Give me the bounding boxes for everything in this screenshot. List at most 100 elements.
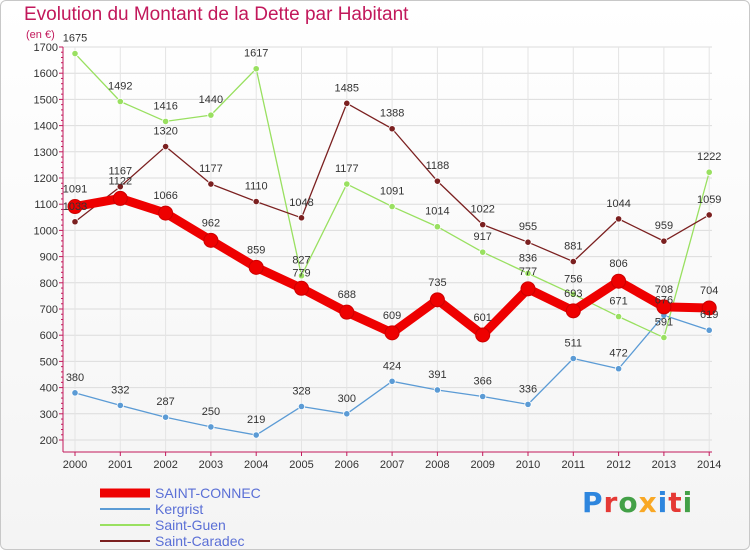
x-tick-label: 2010 (516, 459, 540, 471)
data-label: 735 (428, 277, 446, 289)
data-label: 1091 (63, 184, 87, 196)
y-tick-label: 1500 (34, 94, 58, 106)
data-label: 1388 (380, 108, 404, 120)
data-label: 708 (655, 284, 673, 296)
data-point (614, 215, 623, 223)
data-label: 1022 (470, 204, 494, 216)
data-label: 704 (700, 285, 718, 297)
data-label: 601 (474, 312, 492, 324)
x-tick-label: 2009 (470, 459, 494, 471)
data-label: 287 (156, 396, 174, 408)
data-point (479, 392, 487, 401)
data-point (565, 303, 581, 319)
data-label: 1091 (380, 186, 404, 198)
y-tick-label: 1600 (34, 68, 58, 80)
data-point (162, 142, 170, 151)
data-point (611, 273, 627, 289)
x-tick-label: 2000 (63, 459, 87, 471)
data-label: 300 (338, 393, 356, 405)
legend-label: Saint-Guen (155, 517, 226, 533)
y-tick-label: 200 (40, 435, 58, 447)
data-label: 472 (609, 348, 627, 360)
data-label: 881 (564, 241, 582, 253)
data-label: 1177 (199, 163, 223, 175)
data-label: 1014 (425, 206, 449, 218)
data-point (116, 183, 124, 191)
data-label: 1066 (153, 190, 177, 202)
data-label: 806 (609, 258, 627, 270)
x-tick-label: 2004 (244, 459, 268, 471)
data-labels: 380 332 287 250 219 328 300 424 391 366 336 511 472 6… (63, 33, 722, 426)
axes (59, 46, 712, 456)
proxiti-logo: Proxiti (582, 486, 694, 519)
legend-label: SAINT-CONNEC (155, 485, 261, 501)
data-point (433, 386, 441, 394)
data-point (207, 111, 215, 119)
data-point (71, 218, 79, 226)
data-label: 1167 (108, 166, 132, 178)
data-point (705, 326, 713, 334)
y-unit-label: (en €) (26, 29, 55, 41)
data-label: 688 (338, 289, 356, 301)
x-tick-label: 2013 (652, 459, 676, 471)
x-tick-label: 2003 (199, 459, 223, 471)
data-point (384, 325, 400, 341)
data-label: 962 (202, 217, 220, 229)
data-point (158, 205, 174, 221)
legend-label: Kergrist (155, 501, 203, 517)
x-tick-label: 2008 (425, 459, 449, 471)
data-point (252, 431, 260, 439)
data-label: 1122 (108, 175, 132, 187)
data-label: 1492 (108, 80, 132, 92)
data-point (297, 272, 306, 280)
data-label: 619 (700, 309, 718, 321)
data-label: 591 (655, 317, 673, 329)
data-point (343, 410, 351, 418)
series-points (67, 49, 717, 439)
data-label: 332 (111, 384, 129, 396)
data-label: 391 (428, 369, 446, 381)
data-label: 779 (292, 267, 310, 279)
x-tick-label: 2001 (108, 459, 132, 471)
data-label: 1617 (244, 48, 268, 60)
data-point (614, 312, 623, 321)
x-tick-labels: 2000 2001 2002 2003 2004 2005 2006 2007 2008 2009… (63, 459, 722, 471)
data-point (116, 97, 124, 106)
data-point (388, 125, 396, 133)
data-label: 955 (519, 221, 537, 233)
data-point (203, 232, 219, 248)
data-point (207, 423, 215, 431)
data-point (162, 413, 170, 421)
y-tick-label: 1100 (34, 199, 58, 211)
data-point (388, 202, 396, 211)
data-label: 1485 (335, 82, 359, 94)
y-tick-label: 600 (40, 330, 58, 342)
data-label: 424 (383, 360, 401, 372)
x-tick-label: 2002 (153, 459, 177, 471)
data-label: 511 (565, 338, 583, 350)
data-point (339, 304, 355, 320)
data-point (116, 401, 124, 410)
data-label: 1044 (606, 198, 630, 210)
data-label: 827 (292, 255, 310, 267)
x-tick-label: 2007 (380, 459, 404, 471)
y-tick-labels: 200 300 400 500 600 700 800 900 1000 1100 1200 1300… (34, 42, 58, 447)
chart-title: Evolution du Montant de la Dette par Hab… (24, 4, 409, 25)
data-label: 777 (519, 266, 537, 278)
data-label: 1320 (153, 126, 177, 138)
data-label: 756 (564, 273, 582, 285)
data-label: 1675 (63, 33, 87, 45)
data-point (524, 400, 532, 408)
data-label: 609 (383, 310, 401, 322)
data-label: 219 (247, 414, 265, 426)
data-point (569, 257, 577, 266)
data-point (475, 327, 491, 343)
data-point (297, 214, 306, 222)
data-point (162, 117, 170, 126)
y-tick-label: 300 (40, 409, 58, 421)
y-tick-label: 400 (40, 383, 58, 395)
data-point (656, 299, 672, 315)
data-point (343, 180, 351, 188)
data-label: 366 (474, 376, 492, 388)
x-tick-label: 2011 (561, 459, 585, 471)
